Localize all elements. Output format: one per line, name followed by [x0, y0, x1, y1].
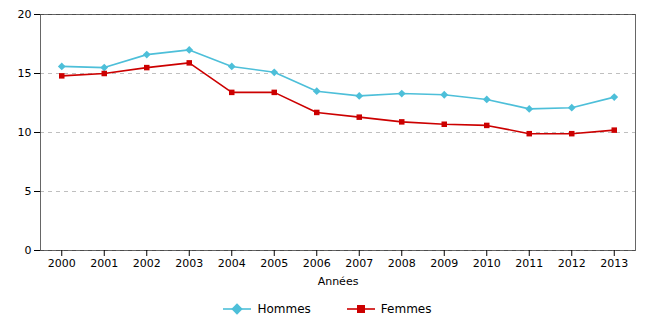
- svg-text:20: 20: [18, 8, 32, 21]
- svg-text:2007: 2007: [345, 257, 373, 270]
- svg-text:5: 5: [25, 185, 32, 198]
- svg-text:15: 15: [18, 67, 32, 80]
- svg-text:2010: 2010: [473, 257, 501, 270]
- svg-text:2002: 2002: [133, 257, 161, 270]
- svg-text:Années: Années: [318, 275, 359, 288]
- svg-text:2004: 2004: [218, 257, 246, 270]
- svg-text:0: 0: [25, 244, 32, 257]
- svg-text:2009: 2009: [430, 257, 458, 270]
- svg-text:2003: 2003: [175, 257, 203, 270]
- html-text:Femmes: Femmes: [380, 302, 432, 316]
- svg-text:2000: 2000: [48, 257, 76, 270]
- svg-text:2001: 2001: [90, 257, 118, 270]
- svg-text:2013: 2013: [600, 257, 628, 270]
- svg-text:2006: 2006: [303, 257, 331, 270]
- svg-text:2011: 2011: [515, 257, 543, 270]
- svg-text:2012: 2012: [558, 257, 586, 270]
- svg-text:2008: 2008: [388, 257, 416, 270]
- html-text:Hommes: Hommes: [257, 302, 311, 316]
- svg-text:10: 10: [18, 126, 32, 139]
- svg-text:2005: 2005: [260, 257, 288, 270]
